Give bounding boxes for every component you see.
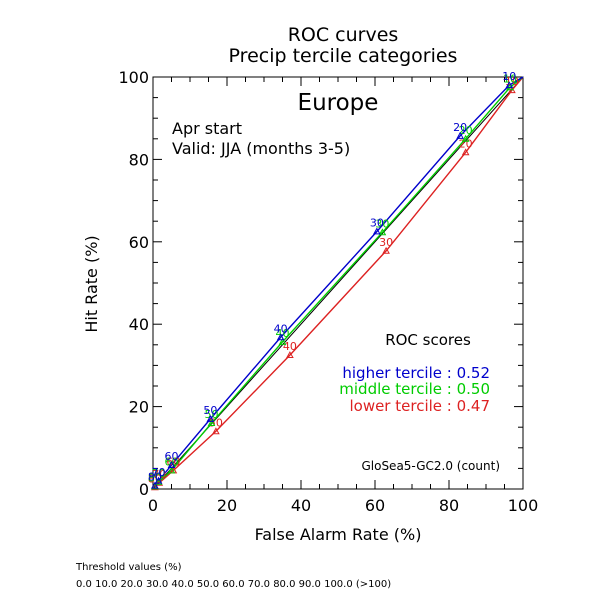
threshold-label-middle-tercile: 30 — [375, 217, 389, 230]
point-marker-higher-tercile — [373, 227, 381, 235]
threshold-label-middle-tercile: 10 — [503, 72, 517, 85]
point-marker-higher-tercile — [456, 131, 464, 139]
point-marker-higher-tercile — [154, 476, 163, 484]
x-tick-label: 100 — [508, 496, 539, 515]
y-tick-label: 40 — [129, 315, 149, 334]
threshold-label-higher-tercile: 20 — [453, 121, 467, 134]
point-marker-higher-tercile — [151, 481, 159, 489]
x-tick-label: 0 — [148, 496, 158, 515]
threshold-label-lower-tercile: 30 — [379, 236, 393, 249]
threshold-label-lower-tercile: 70 — [152, 468, 166, 481]
threshold-label-lower-tercile: 80 — [148, 472, 162, 485]
point-marker-lower-tercile — [461, 148, 470, 156]
threshold-label-middle-tercile: 70 — [152, 467, 166, 480]
y-tick-label: 80 — [129, 150, 149, 169]
x-axis-title: False Alarm Rate (%) — [255, 525, 422, 544]
threshold-label-middle-tercile: 80 — [148, 472, 162, 485]
point-marker-lower-tercile — [382, 246, 390, 254]
valid-label: Valid: JJA (months 3-5) — [172, 139, 350, 158]
legend-title: ROC scores — [385, 331, 471, 349]
threshold-label-higher-tercile: 60 — [165, 450, 179, 463]
threshold-label-lower-tercile: 20 — [459, 137, 473, 150]
model-label: GloSea5-GC2.0 (count) — [361, 459, 500, 473]
threshold-title: Threshold values (%) — [76, 562, 182, 573]
point-marker-lower-tercile — [212, 427, 220, 435]
chart-title: ROC curves — [288, 24, 399, 46]
threshold-label-higher-tercile: 50 — [203, 404, 217, 417]
point-marker-higher-tercile — [505, 81, 514, 89]
threshold-label-middle-tercile: 50 — [204, 408, 218, 421]
roc-chart: ROC curves Precip tercile categories 0 20… — [82, 24, 538, 544]
y-tick-label: 100 — [118, 68, 149, 87]
point-marker-middle-tercile — [154, 477, 163, 485]
x-tick-label: 60 — [365, 496, 385, 515]
threshold-label-lower-tercile: 10 — [505, 75, 519, 88]
y-tick-label: 0 — [139, 480, 149, 499]
start-label: Apr start — [172, 119, 242, 138]
point-marker-middle-tercile — [461, 134, 470, 142]
y-tick-label: 20 — [129, 398, 149, 417]
region-label: Europe — [298, 90, 379, 116]
threshold-label-higher-tercile: 30 — [370, 217, 384, 230]
threshold-label-middle-tercile: 20 — [459, 124, 473, 137]
point-marker-middle-tercile — [378, 228, 387, 236]
point-marker-higher-tercile — [167, 461, 176, 469]
point-marker-middle-tercile — [207, 419, 216, 426]
threshold-label-lower-tercile: 40 — [283, 340, 297, 353]
point-marker-higher-tercile — [206, 414, 215, 422]
y-axis-title: Hit Rate (%) — [82, 235, 101, 332]
x-tick-label: 40 — [291, 496, 311, 515]
legend-higher-tercile: higher tercile : 0.52 — [342, 364, 490, 382]
threshold-label-higher-tercile: 80 — [148, 471, 162, 484]
chart-subtitle: Precip tercile categories — [229, 45, 458, 67]
threshold-values: 0.0 10.0 20.0 30.0 40.0 50.0 60.0 70.0 8… — [76, 579, 392, 590]
x-tick-label: 80 — [439, 496, 459, 515]
point-marker-higher-tercile — [276, 333, 285, 341]
point-marker-middle-tercile — [278, 337, 287, 345]
legend-middle-tercile: middle tercile : 0.50 — [339, 380, 490, 398]
threshold-label-higher-tercile: 70 — [152, 466, 166, 479]
point-marker-middle-tercile — [167, 466, 176, 474]
y-tick-label: 60 — [129, 233, 149, 252]
legend-lower-tercile: lower tercile : 0.47 — [349, 397, 490, 415]
x-tick-label: 20 — [217, 496, 237, 515]
point-marker-lower-tercile — [286, 351, 294, 358]
threshold-label-higher-tercile: 40 — [274, 322, 288, 335]
threshold-label-higher-tercile: 10 — [502, 70, 516, 83]
